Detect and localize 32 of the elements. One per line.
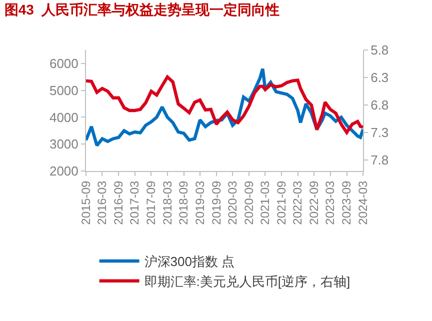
y-tick-label: 5000 xyxy=(49,82,78,98)
legend-label: 沪深300指数 点 xyxy=(144,254,235,270)
x-tick-label: 2022-03 xyxy=(290,180,305,225)
y2-tick-label: 7.8 xyxy=(370,152,389,168)
y2-tick-label: 6.8 xyxy=(370,98,389,113)
x-tick-label: 2019-09 xyxy=(209,180,224,225)
x-tick-label: 2017-03 xyxy=(128,180,142,225)
x-tick-label: 2022-09 xyxy=(307,180,322,225)
x-tick-label: 2018-09 xyxy=(176,180,191,225)
x-tick-label: 2016-03 xyxy=(95,180,110,225)
legend-label: 即期汇率:美元兑人民币[逆序，右轴] xyxy=(144,274,350,289)
x-tick-label: 2020-09 xyxy=(242,180,256,225)
x-tick-label: 2019-03 xyxy=(192,180,207,225)
x-tick-label: 2021-03 xyxy=(258,180,272,225)
x-tick-label: 2021-09 xyxy=(274,180,289,225)
y-tick-label: 3000 xyxy=(49,136,78,152)
x-tick-label: 2018-03 xyxy=(160,180,174,225)
chart-title: 图43 人民币汇率与权益走势呈现一定同向性 xyxy=(4,2,280,18)
line-series xyxy=(86,75,363,134)
y-tick-label: 2000 xyxy=(49,164,78,179)
x-tick-label: 2024-03 xyxy=(356,180,370,225)
y2-tick-label: 5.8 xyxy=(370,42,389,58)
y2-tick-label: 7.3 xyxy=(370,125,389,140)
x-tick-label: 2017-09 xyxy=(144,180,158,225)
x-tick-label: 2016-09 xyxy=(112,180,126,225)
x-tick-label: 2023-09 xyxy=(340,180,354,225)
x-tick-label: 2020-03 xyxy=(226,180,240,225)
y-tick-label: 4000 xyxy=(49,110,78,125)
x-tick-label: 2023-03 xyxy=(323,180,338,225)
y2-tick-label: 6.3 xyxy=(370,70,389,86)
y-tick-label: 6000 xyxy=(49,56,78,71)
x-tick-label: 2015-09 xyxy=(78,180,93,225)
